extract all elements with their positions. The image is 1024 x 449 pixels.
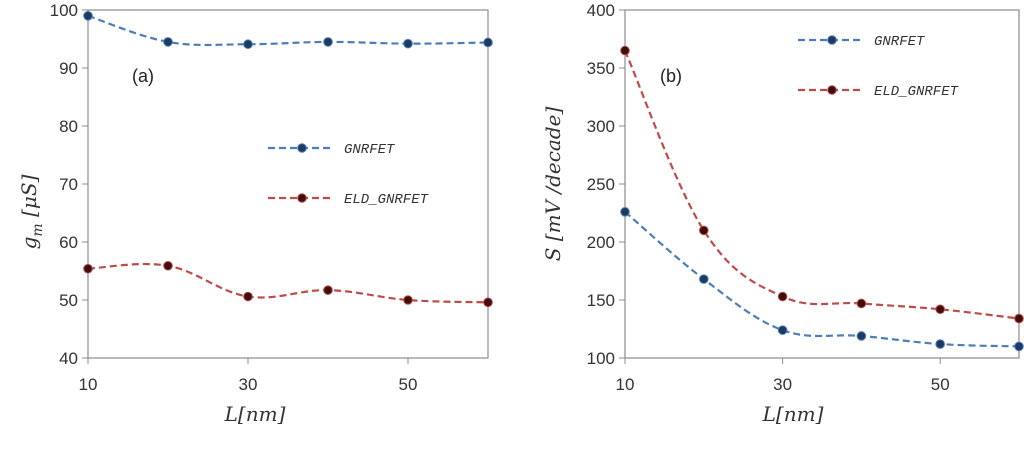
y-tick-labels-b: 100 150 200 250 300 350 400 (587, 1, 625, 368)
legend-label-eld-gnrfet: ELD_GNRFET (874, 84, 959, 100)
y-tick-label: 200 (587, 233, 615, 252)
legend-marker-eld-gnrfet (297, 193, 307, 203)
data-point-eld-gnrfet (620, 45, 630, 56)
series-line-eld-gnrfet (87, 262, 489, 304)
x-tick-labels-a: 10 30 50 (79, 358, 418, 394)
y-tick-label: 250 (587, 175, 615, 194)
y-tick-label: 150 (587, 291, 615, 310)
data-point-eld-gnrfet (403, 295, 413, 305)
legend-b: GNRFET ELD_GNRFET (798, 34, 959, 100)
data-point-gnrfet (403, 38, 413, 49)
data-point-eld-gnrfet (243, 291, 253, 302)
data-point-eld-gnrfet (699, 225, 709, 236)
data-point-gnrfet (699, 274, 709, 284)
plot-frame-a (87, 9, 489, 359)
x-tick-label: 30 (239, 375, 258, 394)
legend-label-gnrfet: GNRFET (344, 142, 395, 158)
data-point-eld-gnrfet (856, 298, 867, 309)
y-tick-label: 40 (59, 349, 78, 368)
data-point-gnrfet (323, 37, 333, 47)
y-axis-title-a-main: g (17, 237, 41, 250)
legend-label-gnrfet: GNRFET (874, 34, 925, 50)
data-point-eld-gnrfet (935, 304, 946, 315)
data-point-eld-gnrfet (83, 263, 93, 274)
data-point-eld-gnrfet (1014, 313, 1024, 324)
x-tick-label: 50 (399, 375, 418, 394)
y-axis-title-b: S [mV /decade] (541, 107, 565, 262)
panel-label-a: (a) (132, 66, 154, 86)
x-tick-label: 10 (616, 375, 635, 394)
data-point-gnrfet (483, 37, 493, 48)
x-tick-labels-b: 10 30 50 (616, 358, 950, 394)
legend-label-eld-gnrfet: ELD_GNRFET (344, 192, 429, 208)
panel-label-b: (b) (660, 66, 682, 86)
series-line-eld-gnrfet (623, 50, 1020, 320)
series-group-a (83, 11, 493, 308)
series-line-gnrfet (624, 211, 1020, 348)
data-point-gnrfet (243, 39, 253, 50)
legend-marker-eld-gnrfet (827, 85, 837, 95)
y-tick-labels-a: 40 50 60 70 80 90 100 (50, 1, 88, 368)
x-axis-title-b: L[nm] (762, 402, 824, 426)
x-axis-title-a: L[nm] (224, 402, 286, 426)
data-point-eld-gnrfet (483, 297, 493, 308)
x-tick-label: 10 (79, 375, 98, 394)
data-point-gnrfet (1014, 341, 1024, 352)
chart-panel-b: 100 150 200 250 300 350 400 10 30 50 (b) GNRFET E… (541, 1, 1024, 426)
legend-a: GNRFET ELD_GNRFET (268, 142, 429, 208)
y-tick-label: 100 (587, 349, 615, 368)
y-tick-label: 300 (587, 117, 615, 136)
data-point-gnrfet (83, 11, 93, 21)
y-tick-label: 350 (587, 59, 615, 78)
data-point-eld-gnrfet (323, 285, 333, 295)
y-tick-label: 50 (59, 291, 78, 310)
x-tick-label: 30 (773, 375, 792, 394)
data-point-gnrfet (856, 331, 867, 341)
data-point-gnrfet (777, 325, 788, 335)
y-tick-label: 70 (59, 175, 78, 194)
y-tick-label: 90 (59, 59, 78, 78)
data-point-gnrfet (935, 339, 946, 349)
data-point-eld-gnrfet (163, 260, 173, 271)
y-axis-title-a: gm [μS] (17, 174, 46, 249)
y-axis-title-a-unit: [μS] (17, 174, 41, 223)
plot-frame-b (624, 9, 1020, 359)
x-tick-label: 50 (931, 375, 950, 394)
y-tick-label: 60 (59, 233, 78, 252)
y-tick-label: 400 (587, 1, 615, 20)
legend-marker-gnrfet (827, 35, 837, 45)
data-point-gnrfet (620, 207, 630, 217)
y-axis-title-a-sub: m (30, 223, 46, 236)
chart-panel-a: 40 50 60 70 80 90 100 10 30 50 (a) GNRFET ELD_GNR… (17, 1, 493, 426)
data-point-eld-gnrfet (777, 291, 788, 302)
legend-marker-gnrfet (297, 143, 307, 153)
y-tick-label: 80 (59, 117, 78, 136)
series-group-b (620, 45, 1024, 352)
series-line-gnrfet (87, 14, 489, 47)
y-tick-label: 100 (50, 1, 78, 20)
data-point-gnrfet (163, 37, 173, 47)
